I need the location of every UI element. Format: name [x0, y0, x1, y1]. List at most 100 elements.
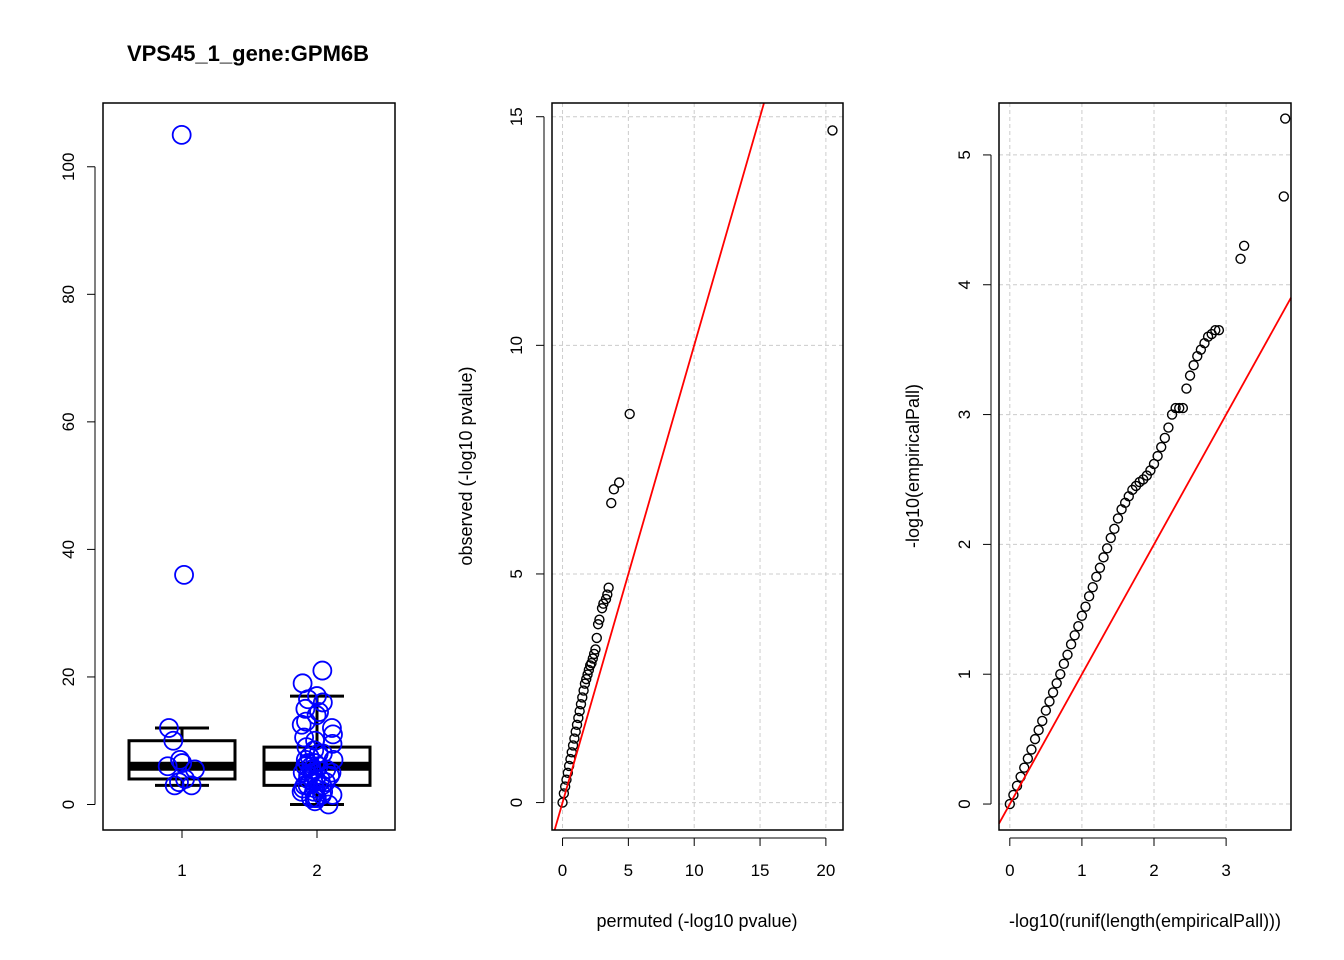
data-point	[569, 733, 580, 744]
x-axis-label: -log10(runif(length(empiricalPall)))	[1009, 911, 1281, 931]
x-tick-label: 3	[1221, 861, 1230, 880]
y-axis-label: observed (-log10 pvalue)	[456, 366, 476, 565]
x-tick-label: 2	[312, 861, 321, 880]
data-point	[172, 753, 193, 773]
y-tick-label: 2	[955, 540, 974, 549]
y-tick-label: 3	[955, 410, 974, 419]
data-point	[1044, 696, 1055, 707]
data-point	[164, 775, 185, 796]
grid	[999, 103, 1291, 830]
y-tick-label: 0	[59, 800, 78, 809]
data-point	[298, 753, 318, 773]
y-axis-label: -log10(empiricalPall)	[903, 384, 923, 548]
data-point	[1029, 733, 1041, 745]
scatter-marks	[998, 113, 1292, 824]
data-point	[1033, 724, 1044, 736]
data-point	[1083, 591, 1095, 602]
x-tick-label: 15	[751, 861, 770, 880]
data-point	[1076, 610, 1088, 621]
x-tick-label: 10	[685, 861, 704, 880]
data-point	[624, 408, 635, 420]
y-tick-label: 10	[507, 336, 526, 355]
data-point	[1080, 601, 1091, 612]
y-axis: 0 20 40 60 80 100	[59, 153, 96, 809]
data-point	[1163, 422, 1174, 433]
x-tick-label: 0	[1005, 861, 1014, 880]
qq-permuted-panel: 0 5 10 15 20 0 5 10 15 permuted (-log10 pvalue)…	[456, 102, 844, 931]
plot-frame	[998, 102, 1292, 831]
data-point	[571, 719, 583, 731]
data-point	[323, 724, 343, 745]
data-point	[306, 788, 327, 809]
data-point	[295, 749, 316, 770]
data-point	[1091, 571, 1102, 583]
data-point	[1087, 582, 1098, 593]
scatter-marks	[553, 102, 838, 831]
data-point	[584, 660, 596, 671]
data-point	[587, 653, 599, 664]
data-point	[581, 673, 592, 685]
data-point	[1069, 630, 1080, 641]
data-point	[322, 718, 342, 738]
data-point	[1062, 649, 1073, 660]
data-point	[586, 657, 597, 669]
x-tick-label: 1	[177, 861, 186, 880]
x-tick-label: 20	[816, 861, 835, 880]
data-point	[174, 565, 194, 585]
x-tick-label: 2	[1149, 861, 1158, 880]
x-axis: 0 5 10 15 20	[558, 837, 835, 880]
data-point	[583, 664, 595, 676]
data-point	[181, 775, 202, 796]
data-point	[294, 727, 315, 748]
data-point	[1210, 324, 1221, 336]
data-point	[318, 794, 339, 815]
data-point	[1112, 513, 1124, 524]
data-point	[1094, 562, 1106, 573]
data-point	[592, 619, 604, 630]
y-tick-label: 100	[59, 153, 78, 181]
data-point	[594, 614, 605, 625]
data-point	[562, 767, 574, 779]
data-point	[170, 749, 190, 770]
data-point	[1280, 113, 1291, 124]
data-point	[602, 589, 613, 600]
data-point	[1238, 240, 1250, 252]
data-point	[600, 593, 612, 605]
data-point	[603, 582, 614, 593]
reference-line	[553, 102, 765, 831]
y-tick-label: 0	[507, 798, 526, 807]
data-point	[159, 718, 179, 738]
data-point	[582, 669, 593, 680]
data-point	[1109, 523, 1120, 535]
y-axis: 0 5 10 15	[507, 107, 545, 807]
data-point	[1184, 370, 1196, 381]
data-point	[306, 705, 327, 726]
plot-title: VPS45_1_gene:GPM6B	[127, 41, 369, 66]
data-point	[1055, 669, 1066, 680]
data-point	[579, 678, 591, 689]
data-point	[1019, 762, 1030, 773]
data-point	[1188, 360, 1199, 371]
y-tick-label: 40	[59, 540, 78, 559]
data-point	[591, 632, 602, 644]
data-point	[305, 791, 325, 812]
data-point	[1152, 450, 1163, 462]
data-point	[1159, 432, 1171, 444]
qq-empirical-panel: 0 1 2 3 0 1 2 3 4 5 -log10(runif(length(empirica…	[903, 102, 1292, 931]
y-tick-label: 1	[955, 669, 974, 678]
data-point	[567, 740, 579, 751]
data-point	[1181, 383, 1192, 394]
data-point	[309, 702, 329, 722]
data-point	[596, 603, 608, 614]
data-point	[1022, 753, 1034, 764]
data-point	[171, 124, 192, 145]
data-point	[312, 692, 333, 713]
x-tick-label: 0	[558, 861, 567, 880]
data-point	[1156, 441, 1167, 453]
x-tick-label: 1	[1077, 861, 1086, 880]
data-point	[575, 699, 587, 710]
y-axis: 0 1 2 3 4 5	[955, 150, 992, 809]
data-point	[1235, 253, 1246, 264]
